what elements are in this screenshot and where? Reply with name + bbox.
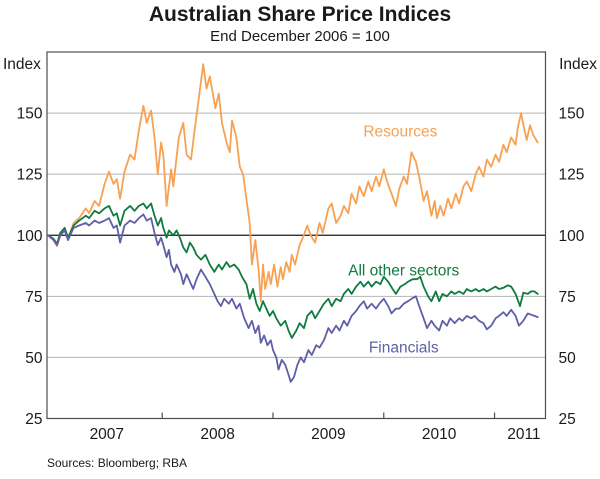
series-line-financials — [47, 213, 539, 383]
y-axis-unit-left: Index — [3, 56, 41, 73]
series-line-all-other-sectors — [47, 202, 539, 339]
y-axis-unit-right: Index — [559, 56, 597, 73]
y-tick-label-left-150: 150 — [17, 106, 43, 123]
y-tick-label-right-100: 100 — [559, 228, 585, 245]
y-tick-label-right-150: 150 — [559, 106, 585, 123]
x-year-label-2009: 2009 — [311, 426, 345, 443]
y-tick-label-left-125: 125 — [17, 167, 43, 184]
x-year-label-2010: 2010 — [422, 426, 457, 443]
x-year-label-2007: 2007 — [90, 426, 124, 443]
y-tick-label-right-125: 125 — [559, 167, 585, 184]
y-tick-label-right-75: 75 — [559, 289, 576, 306]
x-year-label-2008: 2008 — [200, 426, 234, 443]
y-tick-label-left-75: 75 — [25, 289, 42, 306]
series-line-resources — [47, 63, 539, 303]
y-tick-label-right-50: 50 — [559, 350, 577, 367]
series-label-all-other-sectors: All other sectors — [348, 263, 459, 280]
y-tick-label-left-25: 25 — [25, 411, 42, 428]
y-tick-label-left-100: 100 — [17, 228, 43, 245]
source-note: Sources: Bloomberg; RBA — [47, 456, 188, 470]
y-tick-label-right-25: 25 — [559, 411, 576, 428]
series-label-resources: Resources — [363, 123, 437, 140]
y-tick-label-left-50: 50 — [25, 350, 43, 367]
series-label-financials: Financials — [369, 340, 439, 357]
plot-frame — [46, 51, 547, 420]
chart-subtitle: End December 2006 = 100 — [210, 28, 390, 45]
chart-title: Australian Share Price Indices — [148, 3, 452, 26]
x-year-label-2011: 2011 — [507, 426, 540, 443]
